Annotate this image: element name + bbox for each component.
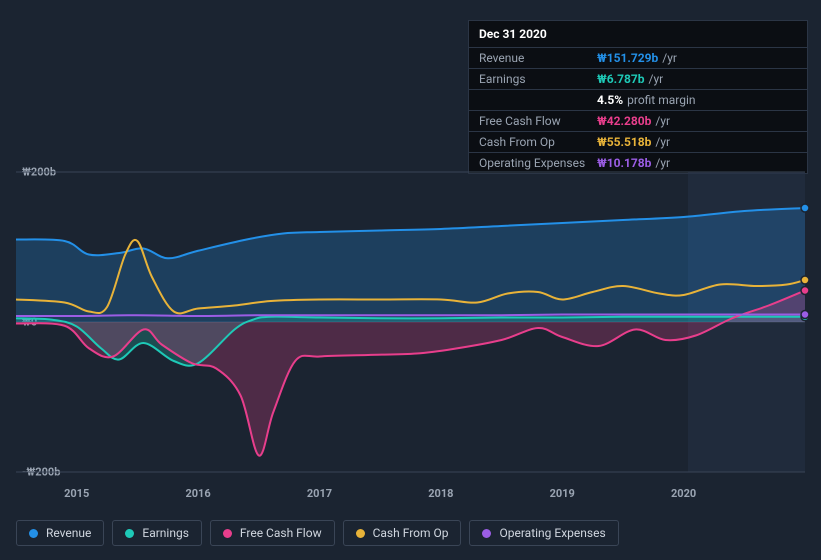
legend-item-earnings[interactable]: Earnings [112, 520, 202, 546]
series-end-marker [801, 287, 809, 295]
legend-label: Revenue [46, 526, 91, 540]
legend-swatch [29, 529, 38, 538]
legend-label: Free Cash Flow [240, 526, 322, 540]
legend-item-cash-from-op[interactable]: Cash From Op [343, 520, 462, 546]
series-area-revenue [16, 208, 805, 322]
legend-item-revenue[interactable]: Revenue [16, 520, 104, 546]
series-end-marker [801, 276, 809, 284]
legend-swatch [223, 529, 232, 538]
legend-item-free-cash-flow[interactable]: Free Cash Flow [210, 520, 335, 546]
legend-swatch [125, 529, 134, 538]
legend-swatch [356, 529, 365, 538]
chart-legend: Revenue Earnings Free Cash Flow Cash From O… [16, 520, 619, 546]
legend-label: Earnings [142, 526, 189, 540]
legend-item-operating-expenses[interactable]: Operating Expenses [469, 520, 618, 546]
legend-label: Cash From Op [373, 526, 449, 540]
legend-swatch [482, 529, 491, 538]
series-end-marker [801, 311, 809, 319]
legend-label: Operating Expenses [499, 526, 605, 540]
series-end-marker [801, 204, 809, 212]
chart-plot [0, 0, 821, 560]
